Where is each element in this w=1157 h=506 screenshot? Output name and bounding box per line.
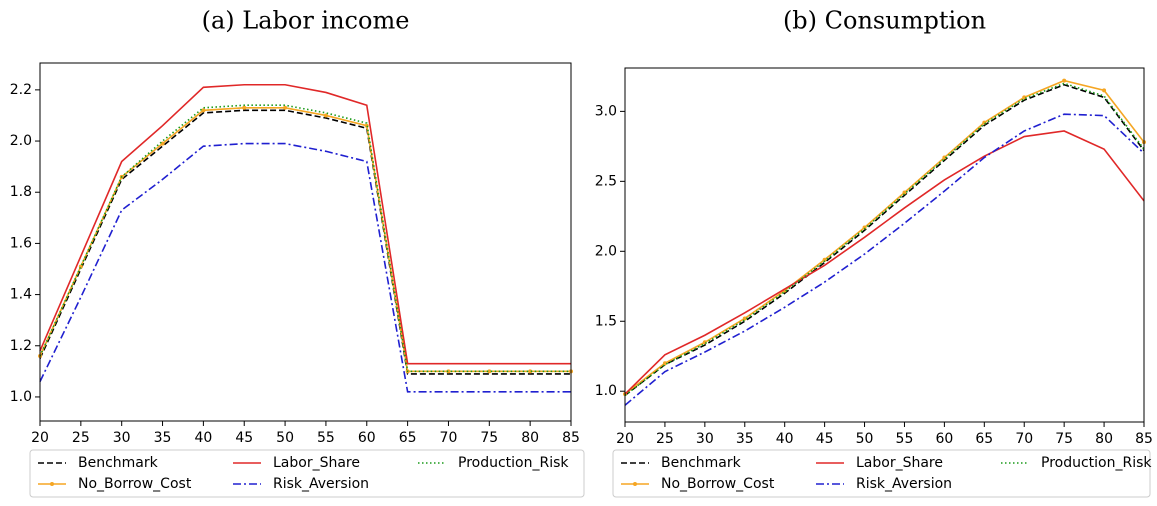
x-tick-label: 55 (896, 431, 914, 447)
point-marker (822, 257, 827, 262)
x-tick-label: 30 (113, 430, 131, 446)
point-marker (1022, 95, 1027, 100)
point-marker (1062, 78, 1067, 83)
x-tick-label: 40 (776, 431, 794, 447)
point-marker (283, 105, 288, 110)
y-tick-label: 3.0 (595, 103, 617, 119)
x-tick-label: 20 (31, 430, 49, 446)
point-marker (942, 155, 947, 160)
y-tick-label: 1.5 (595, 313, 617, 329)
point-marker (742, 316, 747, 321)
point-marker (1102, 88, 1107, 93)
point-marker (487, 369, 492, 374)
plot-frame (624, 67, 1145, 423)
x-tick-label: 75 (480, 430, 498, 446)
point-marker (662, 361, 667, 366)
legend-label: Labor_Share (273, 455, 360, 471)
series-line (39, 106, 571, 373)
x-tick-label: 45 (235, 430, 253, 446)
series-line (39, 142, 571, 393)
legend-label: Benchmark (661, 455, 742, 471)
series-line (624, 79, 1145, 395)
legend-label: Risk_Aversion (856, 476, 952, 492)
x-tick-label: 80 (521, 430, 539, 446)
legend-marker (633, 482, 637, 486)
x-tick-label: 35 (154, 430, 172, 446)
series-line (624, 113, 1145, 406)
plot-frame (39, 62, 572, 422)
x-tick-label: 35 (736, 431, 754, 447)
y-tick-label: 2.5 (595, 173, 617, 189)
x-tick-label: 65 (399, 430, 417, 446)
point-marker (902, 190, 907, 195)
chart-title: (a) Labor income (202, 7, 410, 35)
legend-label: Production_Risk (458, 455, 569, 471)
x-tick-label: 75 (1055, 431, 1073, 447)
x-tick-label: 70 (440, 430, 458, 446)
legend-label: No_Borrow_Cost (78, 476, 192, 492)
x-tick-label: 50 (276, 430, 294, 446)
y-tick-label: 1.8 (10, 184, 32, 200)
series-line (39, 83, 571, 365)
chart-title: (b) Consumption (783, 7, 986, 35)
x-tick-label: 25 (656, 431, 674, 447)
point-marker (242, 105, 247, 110)
x-tick-label: 20 (616, 431, 634, 447)
y-tick-label: 1.0 (10, 389, 32, 405)
x-tick-label: 60 (935, 431, 953, 447)
x-tick-label: 45 (816, 431, 834, 447)
x-tick-label: 50 (856, 431, 874, 447)
x-tick-label: 80 (1095, 431, 1113, 447)
legend-box (29, 449, 585, 498)
x-tick-label: 70 (1015, 431, 1033, 447)
x-tick-label: 60 (358, 430, 376, 446)
y-tick-label: 2.0 (595, 243, 617, 259)
y-tick-label: 1.0 (595, 383, 617, 399)
point-marker (446, 369, 451, 374)
legend-label: Production_Risk (1041, 455, 1152, 471)
series-line (39, 104, 571, 373)
legend-box (612, 449, 1151, 498)
x-tick-label: 55 (317, 430, 335, 446)
point-marker (323, 113, 328, 118)
y-tick-label: 2.2 (10, 82, 32, 98)
legend-label: Risk_Aversion (273, 476, 369, 492)
legend-label: Benchmark (78, 455, 159, 471)
legend-label: No_Borrow_Cost (661, 476, 775, 492)
y-tick-label: 1.6 (10, 235, 32, 251)
x-tick-label: 85 (1135, 431, 1153, 447)
point-marker (528, 369, 533, 374)
y-tick-label: 2.0 (10, 133, 32, 149)
legend-marker (50, 482, 54, 486)
x-tick-label: 40 (194, 430, 212, 446)
series-line (624, 130, 1145, 395)
legend-label: Labor_Share (856, 455, 943, 471)
series-line (39, 109, 571, 375)
x-tick-label: 85 (562, 430, 580, 446)
y-tick-label: 1.2 (10, 338, 32, 354)
series-line (624, 83, 1145, 397)
point-marker (201, 108, 206, 113)
x-tick-label: 30 (696, 431, 714, 447)
y-tick-label: 1.4 (10, 287, 32, 303)
x-tick-label: 65 (975, 431, 993, 447)
x-tick-label: 25 (72, 430, 90, 446)
